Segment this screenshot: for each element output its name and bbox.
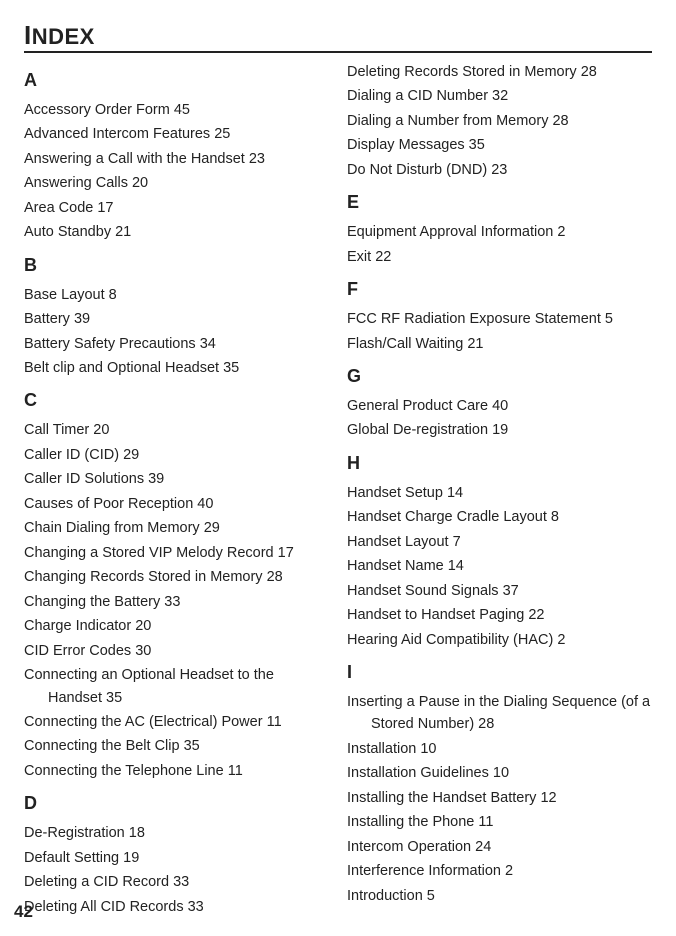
index-entry: Handset Setup 14 <box>347 482 652 504</box>
index-entry: Changing a Stored VIP Melody Record 17 <box>24 542 329 564</box>
index-entry: Dialing a CID Number 32 <box>347 85 652 107</box>
index-entry: Dialing a Number from Memory 28 <box>347 110 652 132</box>
index-entry: Changing Records Stored in Memory 28 <box>24 566 329 588</box>
section-letter: G <box>347 363 652 391</box>
index-entry: Interference Information 2 <box>347 860 652 882</box>
index-entry: Installing the Handset Battery 12 <box>347 787 652 809</box>
index-entry: Caller ID (CID) 29 <box>24 444 329 466</box>
section-letter: D <box>24 790 329 818</box>
index-entry: Deleting All CID Records 33 <box>24 896 329 918</box>
title-row: INDEX <box>24 20 652 53</box>
columns: A Accessory Order Form 45Advanced Interco… <box>24 59 652 920</box>
index-title: INDEX <box>24 20 95 51</box>
index-entry: Chain Dialing from Memory 29 <box>24 517 329 539</box>
index-entry: Connecting an Optional Headset to the Ha… <box>24 664 329 709</box>
index-entry: Auto Standby 21 <box>24 221 329 243</box>
index-entry: Handset Sound Signals 37 <box>347 580 652 602</box>
index-entry: Global De-registration 19 <box>347 419 652 441</box>
section-letter: H <box>347 450 652 478</box>
index-entry: Inserting a Pause in the Dialing Sequenc… <box>347 691 652 736</box>
index-entry: Connecting the Telephone Line 11 <box>24 760 329 782</box>
index-entry: Handset to Handset Paging 22 <box>347 604 652 626</box>
index-entry: Answering a Call with the Handset 23 <box>24 148 329 170</box>
index-entry: Causes of Poor Reception 40 <box>24 493 329 515</box>
index-entry: Charge Indicator 20 <box>24 615 329 637</box>
index-entry: Call Timer 20 <box>24 419 329 441</box>
left-column: A Accessory Order Form 45Advanced Interco… <box>24 59 329 920</box>
index-entry: Equipment Approval Information 2 <box>347 221 652 243</box>
index-entry: Belt clip and Optional Headset 35 <box>24 357 329 379</box>
right-column: Deleting Records Stored in Memory 28Dial… <box>347 59 652 920</box>
index-entry: Hearing Aid Compatibility (HAC) 2 <box>347 629 652 651</box>
section-letter: F <box>347 276 652 304</box>
index-entry: Handset Name 14 <box>347 555 652 577</box>
index-entry: Battery Safety Precautions 34 <box>24 333 329 355</box>
index-entry: Connecting the AC (Electrical) Power 11 <box>24 711 329 733</box>
index-entry: Handset Charge Cradle Layout 8 <box>347 506 652 528</box>
index-entry: General Product Care 40 <box>347 395 652 417</box>
index-entry: Connecting the Belt Clip 35 <box>24 735 329 757</box>
index-entry: Installing the Phone 11 <box>347 811 652 833</box>
index-entry: Introduction 5 <box>347 885 652 907</box>
index-entry: Handset Layout 7 <box>347 531 652 553</box>
section-letter: I <box>347 659 652 687</box>
index-entry: Accessory Order Form 45 <box>24 99 329 121</box>
index-entry: Default Setting 19 <box>24 847 329 869</box>
index-entry: Deleting a CID Record 33 <box>24 871 329 893</box>
section-letter: C <box>24 387 329 415</box>
index-entry: Caller ID Solutions 39 <box>24 468 329 490</box>
section-letter: E <box>347 189 652 217</box>
index-entry: Area Code 17 <box>24 197 329 219</box>
index-entry: De-Registration 18 <box>24 822 329 844</box>
index-entry: Exit 22 <box>347 246 652 268</box>
page: INDEX A Accessory Order Form 45Advanced I… <box>0 0 676 936</box>
index-entry: Base Layout 8 <box>24 284 329 306</box>
index-entry: Intercom Operation 24 <box>347 836 652 858</box>
index-entry: Display Messages 35 <box>347 134 652 156</box>
index-entry: Installation Guidelines 10 <box>347 762 652 784</box>
index-entry: Deleting Records Stored in Memory 28 <box>347 61 652 83</box>
index-entry: Do Not Disturb (DND) 23 <box>347 159 652 181</box>
section-letter: B <box>24 252 329 280</box>
page-number: 42 <box>14 902 33 922</box>
index-entry: Flash/Call Waiting 21 <box>347 333 652 355</box>
index-entry: FCC RF Radiation Exposure Statement 5 <box>347 308 652 330</box>
index-entry: Installation 10 <box>347 738 652 760</box>
index-entry: Answering Calls 20 <box>24 172 329 194</box>
index-entry: CID Error Codes 30 <box>24 640 329 662</box>
index-entry: Advanced Intercom Features 25 <box>24 123 329 145</box>
index-entry: Battery 39 <box>24 308 329 330</box>
index-entry: Changing the Battery 33 <box>24 591 329 613</box>
section-letter: A <box>24 67 329 95</box>
